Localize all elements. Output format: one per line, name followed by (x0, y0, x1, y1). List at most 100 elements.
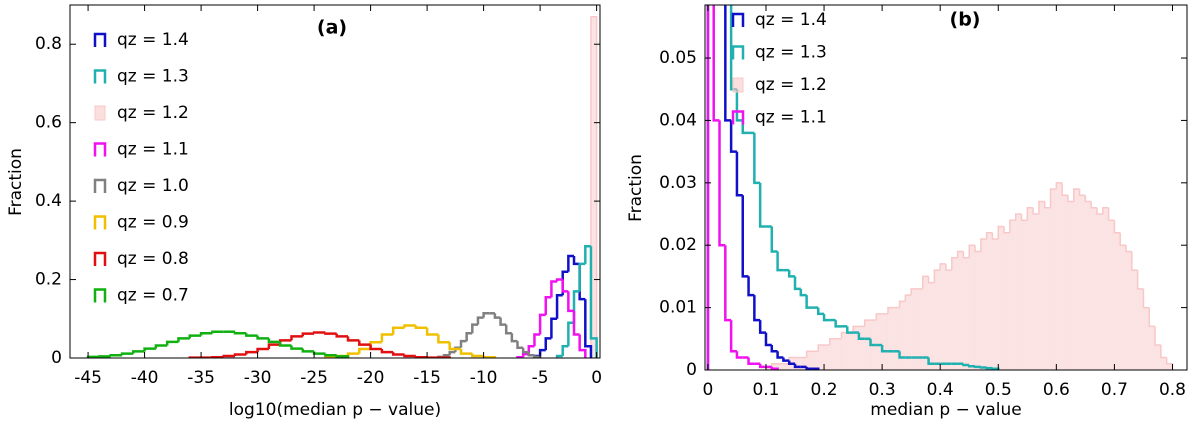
histogram-step (555, 354, 563, 358)
bar (1155, 345, 1161, 370)
histogram-step (991, 232, 999, 240)
histogram-step (1038, 200, 1045, 215)
bar (800, 357, 807, 370)
y-tick-label: 0.8 (35, 34, 62, 54)
histogram-step (799, 288, 807, 297)
histogram-step (852, 325, 859, 333)
bar (853, 326, 859, 370)
bar (1073, 189, 1080, 370)
x-tick-label: 0 (591, 368, 602, 388)
histogram-step (567, 321, 575, 347)
histogram-step (1090, 201, 1097, 209)
histogram-step (880, 345, 888, 353)
histogram-step (584, 299, 593, 358)
legend-swatch (731, 12, 745, 27)
legend-swatch (731, 45, 745, 60)
bar (1021, 220, 1028, 370)
histogram-step (504, 324, 512, 335)
histogram-step (312, 351, 326, 355)
legend-swatch (93, 251, 107, 266)
histogram-step (1148, 307, 1156, 328)
legend-swatch (93, 215, 107, 230)
bar (858, 326, 865, 370)
histogram-step (1067, 195, 1074, 203)
legend-label: qz = 0.8 (117, 249, 189, 269)
bar (864, 320, 871, 370)
histogram-step (154, 344, 168, 349)
histogram-step (380, 348, 394, 354)
histogram-step (561, 344, 569, 357)
histogram-step (578, 262, 586, 292)
histogram-step (846, 326, 854, 334)
x-tick-label: 0.8 (1159, 380, 1186, 400)
histogram-step (346, 336, 360, 342)
histogram-step (1014, 213, 1022, 221)
histogram-step (1136, 270, 1144, 290)
bar (1149, 326, 1156, 370)
histogram-step (793, 276, 801, 291)
histogram-step (510, 333, 518, 343)
histogram-step (278, 339, 292, 345)
histogram-step (1131, 251, 1138, 271)
x-tick-label: -5 (532, 368, 549, 388)
histogram-step (1084, 195, 1092, 203)
histogram-step (165, 340, 179, 346)
histogram-step (335, 333, 348, 338)
histogram-step (729, 120, 737, 153)
histogram-step (805, 366, 813, 370)
histogram-step (245, 333, 258, 337)
histogram-step (358, 340, 371, 346)
x-tick-label: 0.4 (927, 380, 954, 400)
histogram-step (887, 306, 894, 314)
bar (957, 251, 964, 370)
histogram-step (267, 338, 281, 344)
histogram-step (1119, 232, 1127, 246)
legend-swatch (94, 105, 106, 121)
histogram-step (267, 343, 281, 349)
bar (1085, 201, 1092, 370)
histogram-step (951, 256, 958, 271)
bar (882, 313, 888, 370)
histogram-step (538, 348, 546, 357)
bar (835, 338, 842, 370)
histogram-step (324, 332, 337, 335)
bar (829, 338, 836, 370)
histogram-step (956, 250, 964, 258)
histogram-step (301, 332, 315, 337)
legend-label: qz = 1.3 (755, 43, 827, 63)
histogram-step (945, 263, 952, 271)
bar (590, 16, 597, 358)
legend-swatch (93, 69, 107, 84)
bar (992, 238, 999, 370)
x-tick-label: 0.1 (752, 380, 779, 400)
histogram-step (718, 120, 726, 247)
bar (916, 288, 923, 370)
bar (1015, 214, 1022, 370)
histogram-step (973, 365, 981, 369)
histogram-step (448, 342, 462, 351)
histogram-step (927, 276, 935, 284)
histogram-step (863, 319, 871, 327)
bar (1091, 207, 1097, 370)
plot-area (86, 16, 598, 358)
histogram-step (747, 357, 755, 366)
histogram-step (369, 344, 382, 351)
histogram-step (997, 225, 1005, 239)
histogram-step (787, 360, 796, 366)
histogram-step (968, 244, 976, 258)
bar (1038, 201, 1045, 370)
histogram-step (840, 331, 848, 339)
histogram-step (706, 5, 710, 370)
histogram-step (787, 270, 796, 278)
x-tick-label: -45 (74, 368, 102, 388)
histogram-step (527, 344, 535, 355)
histogram-step (567, 254, 575, 272)
legend-label: qz = 0.7 (117, 286, 189, 306)
histogram-step (544, 295, 552, 315)
legend-label: qz = 1.3 (117, 67, 189, 87)
bar (998, 226, 1005, 370)
legend-label: qz = 1.4 (117, 30, 189, 50)
histogram-step (776, 351, 784, 359)
x-tick-label: -30 (244, 368, 272, 388)
